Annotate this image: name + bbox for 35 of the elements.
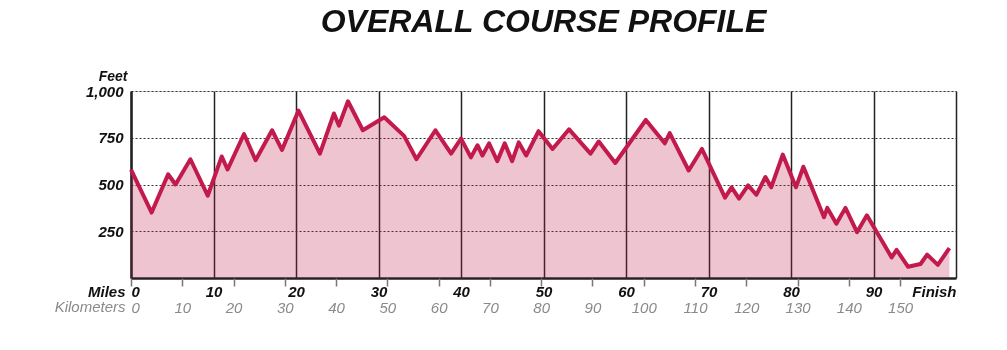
x2-tick-label: 90 bbox=[584, 298, 602, 316]
x-tick-label: 40 bbox=[452, 282, 471, 300]
x-tick-label: 10 bbox=[205, 282, 223, 300]
x2-tick-label: 40 bbox=[328, 298, 346, 316]
x2-tick-label: 30 bbox=[276, 298, 295, 316]
x-tick-label: 20 bbox=[287, 282, 306, 300]
x-tick-label: 30 bbox=[370, 282, 388, 300]
x2-tick-label: 70 bbox=[482, 298, 500, 316]
x2-tick-label: 110 bbox=[683, 298, 709, 316]
x-tick-label: 50 bbox=[535, 282, 553, 300]
x2-tick-label: 140 bbox=[836, 298, 863, 316]
x2-tick-label: 130 bbox=[785, 298, 812, 316]
y-tick-label: 500 bbox=[98, 176, 125, 193]
x-tick-label: 60 bbox=[618, 282, 636, 300]
x-tick-label: Finish bbox=[912, 282, 957, 300]
x2-tick-label: 150 bbox=[888, 298, 914, 316]
y-tick-label: 750 bbox=[98, 129, 125, 147]
x2-tick-label: 10 bbox=[174, 298, 192, 316]
x-tick-label: 80 bbox=[783, 282, 801, 300]
x-axis-title: Miles bbox=[87, 282, 126, 300]
chart-title: OVERALL COURSE PROFILE bbox=[320, 3, 768, 39]
x2-tick-label: 20 bbox=[224, 298, 244, 316]
x-tick-label: 90 bbox=[865, 282, 883, 300]
x-tick-label: 0 bbox=[131, 282, 141, 300]
x-tick-label: 70 bbox=[700, 282, 718, 300]
x2-tick-label: 100 bbox=[631, 298, 658, 316]
y-tick-label: 1,000 bbox=[85, 82, 125, 100]
y-axis-title: Feet bbox=[98, 67, 129, 84]
x2-tick-label: 50 bbox=[379, 298, 397, 316]
x2-tick-label: 0 bbox=[131, 298, 141, 316]
x2-tick-label: 60 bbox=[430, 298, 449, 316]
x2-tick-label: 80 bbox=[533, 298, 551, 316]
x2-axis-title: Kilometers bbox=[54, 297, 126, 315]
x2-tick-label: 120 bbox=[734, 298, 760, 316]
y-tick-label: 250 bbox=[97, 222, 125, 240]
